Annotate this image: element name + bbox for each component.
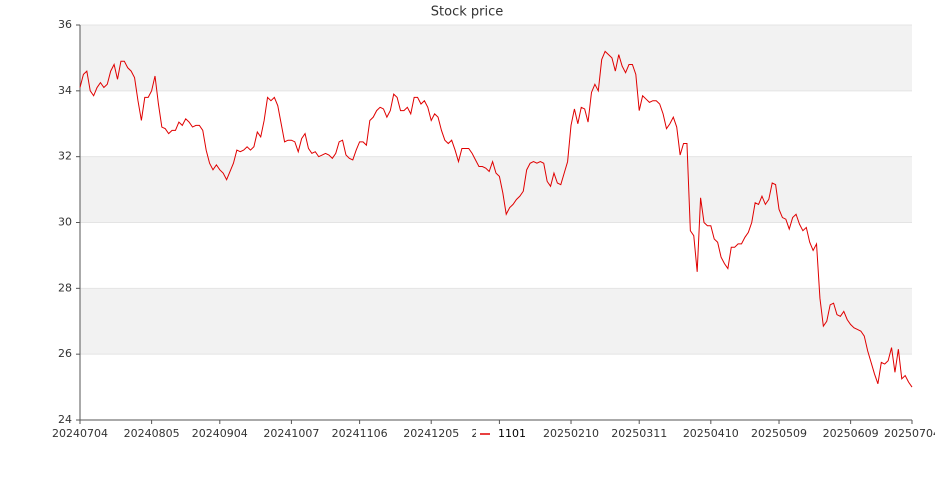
x-tick-label: 20241205 xyxy=(403,427,459,440)
price-line xyxy=(79,50,913,388)
y-tick-label: 26 xyxy=(58,347,72,360)
x-tick-label: 20240904 xyxy=(192,427,248,440)
y-tick-label: 36 xyxy=(58,18,72,31)
y-tick-label: 30 xyxy=(58,216,72,229)
x-tick-label: 20241106 xyxy=(332,427,388,440)
x-tick-label: 20240704 xyxy=(52,427,108,440)
x-tick-label: 20250609 xyxy=(823,427,879,440)
grid-band xyxy=(80,288,912,355)
grid-band xyxy=(80,156,912,223)
legend: 1101 xyxy=(476,426,536,442)
grid-band xyxy=(80,25,912,91)
legend-box xyxy=(476,426,536,442)
y-tick-label: 34 xyxy=(58,84,72,97)
x-tick-label: 20250410 xyxy=(683,427,739,440)
y-tick-label: 32 xyxy=(58,150,72,163)
y-tick-label: 24 xyxy=(58,413,72,426)
x-tick-label: 20240805 xyxy=(124,427,180,440)
x-tick-label: 20250210 xyxy=(543,427,599,440)
chart-title: Stock price xyxy=(431,5,503,20)
y-tick-label: 28 xyxy=(58,281,72,294)
x-tick-label: 20241007 xyxy=(263,427,319,440)
x-tick-label: 20250311 xyxy=(611,427,667,440)
x-tick-label: 20250704 xyxy=(884,427,935,440)
x-tick-label: 20250509 xyxy=(751,427,807,440)
legend-label: 1101 xyxy=(498,427,526,440)
